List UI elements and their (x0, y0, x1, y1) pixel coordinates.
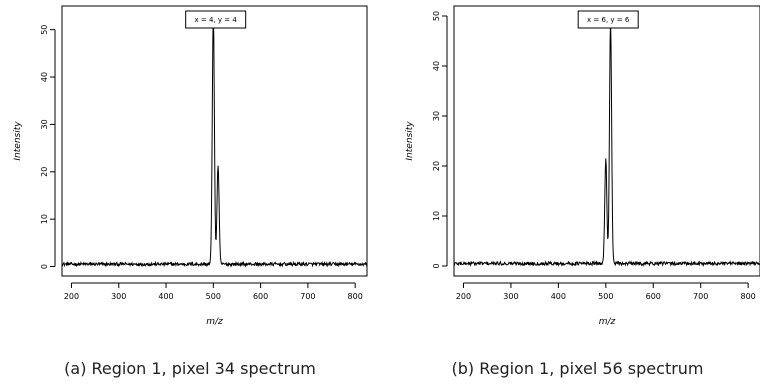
x-tick-label: 300 (111, 292, 126, 301)
y-tick-label: 50 (40, 25, 49, 35)
x-tick-label: 600 (646, 292, 661, 301)
x-tick-label: 500 (598, 292, 613, 301)
x-tick-label: 300 (503, 292, 518, 301)
caption-b: (b) Region 1, pixel 56 spectrum (451, 359, 704, 378)
spectrum-line (453, 19, 760, 267)
x-tick-label: 700 (693, 292, 708, 301)
y-tick-label: 50 (432, 11, 441, 21)
y-tick-label: 0 (40, 264, 49, 269)
y-tick-label: 30 (40, 119, 49, 129)
annotation-box (185, 10, 247, 29)
y-tick-label: 20 (40, 167, 49, 177)
y-tick-label: 0 (432, 263, 441, 268)
plot-frame (61, 5, 368, 277)
y-axis-title: Intensity (405, 121, 415, 161)
annotation-box (577, 10, 639, 29)
y-axis-title: Intensity (13, 121, 23, 161)
y-tick-label: 40 (432, 61, 441, 71)
x-tick-label: 200 (64, 292, 79, 301)
spectrum-chart-a: 200 300 400 500 600 700 800 0 10 20 30 40 50 m/z Inten… (13, 5, 368, 327)
y-tick-label: 30 (432, 111, 441, 121)
x-tick-label: 700 (300, 292, 315, 301)
plot-frame (453, 5, 760, 277)
x-axis-title: m/z (599, 317, 616, 327)
y-tick-label: 40 (40, 72, 49, 82)
y-tick-label: 10 (432, 211, 441, 221)
y-tick-label: 10 (40, 214, 49, 224)
x-tick-label: 400 (158, 292, 173, 301)
x-tick-label: 800 (348, 292, 363, 301)
caption-a: (a) Region 1, pixel 34 spectrum (64, 359, 316, 378)
x-tick-label: 600 (253, 292, 268, 301)
annotation-label: x = 6, y = 6 (587, 16, 630, 24)
y-tick-label: 20 (432, 161, 441, 171)
x-tick-label: 800 (740, 292, 755, 301)
x-tick-label: 500 (206, 292, 221, 301)
spectrum-chart-b: 200 300 400 500 600 700 800 0 10 20 30 40 50 m/z Inten… (405, 5, 760, 327)
spectrum-line (61, 12, 368, 268)
annotation-label: x = 4, y = 4 (195, 16, 238, 24)
x-axis-title: m/z (206, 317, 223, 327)
x-tick-label: 200 (456, 292, 471, 301)
x-tick-label: 400 (551, 292, 566, 301)
